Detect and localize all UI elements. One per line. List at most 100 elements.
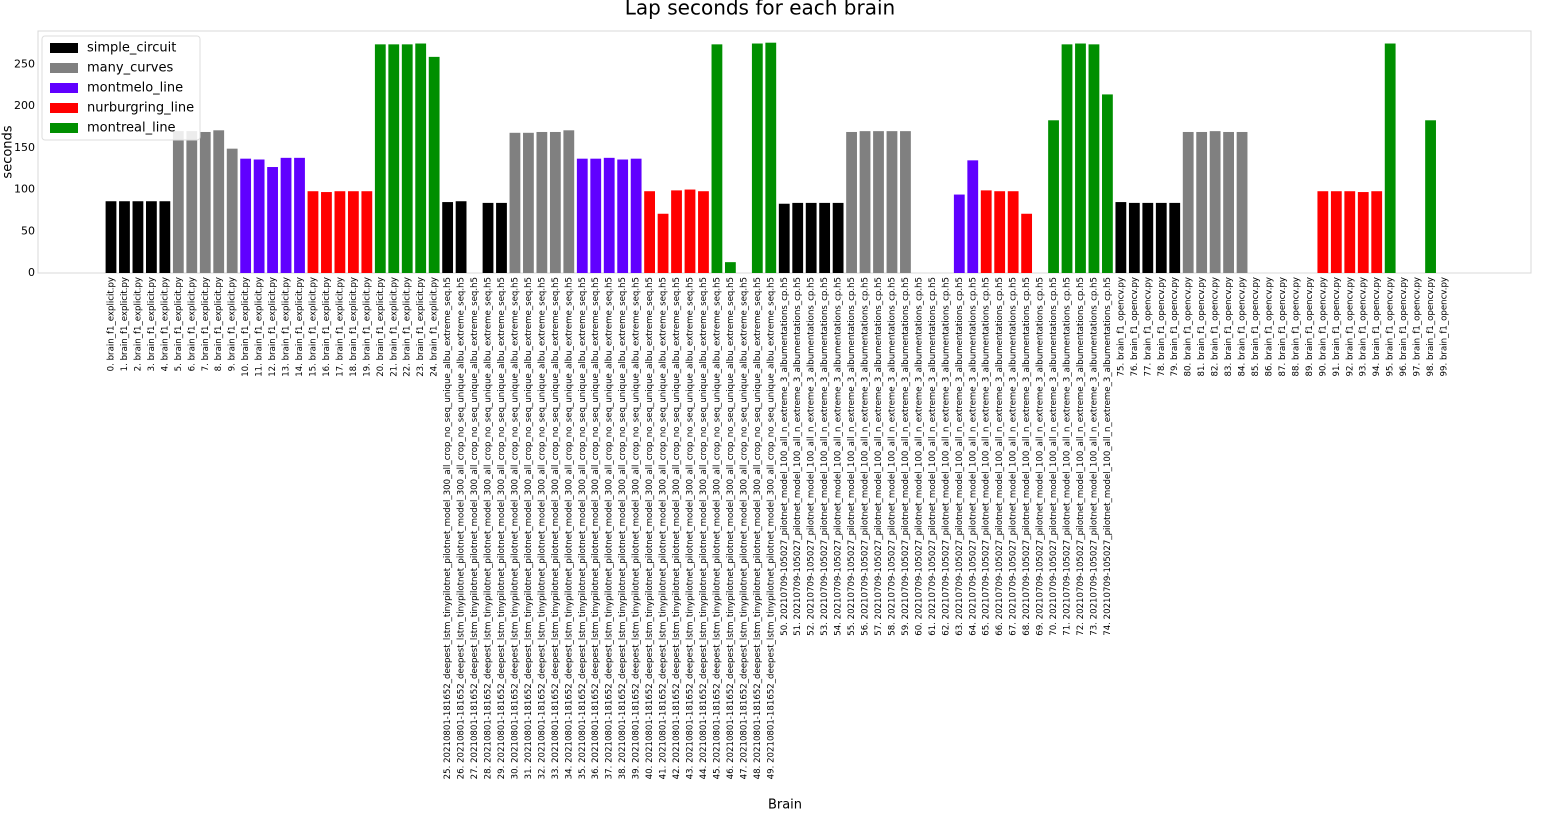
x-tick-label: 33. 20210801-181652_deepest_lstm_tinypil… <box>551 277 561 779</box>
x-tick-label: 98. brain_f1_opencv.py <box>1426 277 1436 376</box>
bar <box>1075 43 1086 273</box>
x-tick-label: 9. brain_f1_explicit.py <box>228 277 238 371</box>
x-tick-label: 19. brain_f1_explicit.py <box>362 277 372 377</box>
bar <box>563 130 575 273</box>
bar <box>1115 202 1127 273</box>
x-tick-label: 7. brain_f1_explicit.py <box>201 277 211 371</box>
bar <box>213 130 225 273</box>
x-tick-label: 56. 20210709-105027_pilotnet_model_100_a… <box>861 277 871 636</box>
bar <box>442 202 454 273</box>
x-tick-label: 14. brain_f1_explicit.py <box>295 277 305 377</box>
bar <box>657 213 669 273</box>
bar <box>253 159 265 273</box>
x-tick-label: 36. 20210801-181652_deepest_lstm_tinypil… <box>591 277 601 779</box>
x-tick-label: 76. brain_f1_opencv.py <box>1130 277 1140 376</box>
bar <box>1223 131 1234 273</box>
x-tick-label: 12. brain_f1_explicit.py <box>268 277 278 377</box>
bar <box>1169 202 1181 273</box>
y-axis-label: seconds <box>1 125 16 178</box>
bar <box>267 167 278 273</box>
bar <box>1209 131 1221 273</box>
legend-swatch <box>50 103 78 113</box>
bar <box>1236 131 1248 273</box>
x-tick-label: 61. 20210709-105027_pilotnet_model_100_a… <box>928 277 938 636</box>
bar <box>603 157 615 273</box>
y-tick-label: 150 <box>14 141 35 154</box>
bar <box>980 190 992 273</box>
x-tick-label: 25. 20210801-181652_deepest_lstm_tinypil… <box>443 277 453 779</box>
x-tick-label: 43. 20210801-181652_deepest_lstm_tinypil… <box>685 277 695 779</box>
bar <box>846 131 857 273</box>
x-tick-label: 30. 20210801-181652_deepest_lstm_tinypil… <box>510 277 520 779</box>
bar <box>832 202 844 273</box>
x-tick-label: 75. brain_f1_opencv.py <box>1116 277 1126 376</box>
bar <box>428 56 440 274</box>
x-tick-label: 54. 20210709-105027_pilotnet_model_100_a… <box>834 277 844 636</box>
bar <box>1088 44 1100 274</box>
x-tick-label: 49. 20210801-181652_deepest_lstm_tinypil… <box>766 277 776 779</box>
x-tick-label: 64. 20210709-105027_pilotnet_model_100_a… <box>968 277 978 636</box>
legend-label: montreal_line <box>87 121 176 136</box>
bar <box>1384 43 1396 273</box>
bar <box>1182 131 1194 273</box>
bar <box>186 131 198 273</box>
x-tick-label: 96. brain_f1_opencv.py <box>1399 277 1409 376</box>
x-tick-label: 45. 20210801-181652_deepest_lstm_tinypil… <box>712 277 722 779</box>
bar <box>819 202 831 273</box>
x-axis-label: Brain <box>768 798 802 813</box>
bar <box>549 131 561 273</box>
bar <box>496 202 507 273</box>
x-tick-label: 2. brain_f1_explicit.py <box>133 277 143 371</box>
x-tick-label: 77. brain_f1_opencv.py <box>1143 277 1153 376</box>
bar <box>1155 202 1167 273</box>
x-tick-label: 79. brain_f1_opencv.py <box>1170 277 1180 376</box>
bar <box>388 44 400 274</box>
bar <box>240 158 252 273</box>
bar <box>886 131 898 273</box>
x-tick-label: 69. 20210709-105027_pilotnet_model_100_a… <box>1036 277 1046 636</box>
x-tick-label: 37. 20210801-181652_deepest_lstm_tinypil… <box>605 277 615 779</box>
y-tick-label: 200 <box>14 99 35 112</box>
x-tick-label: 0. brain_f1_explicit.py <box>107 277 117 371</box>
x-tick-label: 10. brain_f1_explicit.py <box>241 277 251 377</box>
bar <box>792 202 804 273</box>
legend-label: many_curves <box>87 61 173 76</box>
bar <box>671 190 682 273</box>
x-tick-label: 68. 20210709-105027_pilotnet_model_100_a… <box>1022 277 1032 636</box>
x-tick-label: 65. 20210709-105027_pilotnet_model_100_a… <box>982 277 992 636</box>
bar <box>199 131 211 273</box>
bar <box>724 262 736 273</box>
legend-swatch <box>50 123 78 133</box>
bar <box>509 132 521 273</box>
bar <box>119 201 130 273</box>
x-tick-label: 41. 20210801-181652_deepest_lstm_tinypil… <box>659 277 669 779</box>
x-tick-label: 20. brain_f1_explicit.py <box>376 277 386 377</box>
bar <box>321 192 332 273</box>
bar <box>698 191 709 273</box>
bar <box>994 191 1006 273</box>
bar <box>482 202 494 273</box>
x-tick-label: 57. 20210709-105027_pilotnet_model_100_a… <box>874 277 884 636</box>
x-tick-label: 31. 20210801-181652_deepest_lstm_tinypil… <box>524 277 534 779</box>
x-tick-label: 16. brain_f1_explicit.py <box>322 277 332 377</box>
x-tick-label: 44. 20210801-181652_deepest_lstm_tinypil… <box>699 277 709 779</box>
x-tick-label: 72. 20210709-105027_pilotnet_model_100_a… <box>1076 277 1086 636</box>
bar <box>1196 131 1208 273</box>
x-tick-label: 18. brain_f1_explicit.py <box>349 277 359 377</box>
x-tick-label: 13. brain_f1_explicit.py <box>282 277 292 377</box>
x-tick-label: 6. brain_f1_explicit.py <box>187 277 197 371</box>
x-tick-label: 3. brain_f1_explicit.py <box>147 277 157 371</box>
x-tick-label: 52. 20210709-105027_pilotnet_model_100_a… <box>807 277 817 636</box>
bar <box>1048 120 1059 273</box>
x-tick-label: 15. brain_f1_explicit.py <box>308 277 318 377</box>
bar <box>900 131 911 273</box>
x-tick-label: 63. 20210709-105027_pilotnet_model_100_a… <box>955 277 965 636</box>
x-tick-label: 58. 20210709-105027_pilotnet_model_100_a… <box>887 277 897 636</box>
x-tick-label: 74. 20210709-105027_pilotnet_model_100_a… <box>1103 277 1113 636</box>
bar <box>778 203 790 273</box>
x-tick-label: 78. brain_f1_opencv.py <box>1157 277 1167 376</box>
x-tick-label: 62. 20210709-105027_pilotnet_model_100_a… <box>941 277 951 636</box>
bar <box>1007 191 1019 273</box>
x-tick-label: 53. 20210709-105027_pilotnet_model_100_a… <box>820 277 830 636</box>
x-tick-label: 90. brain_f1_opencv.py <box>1318 277 1328 376</box>
